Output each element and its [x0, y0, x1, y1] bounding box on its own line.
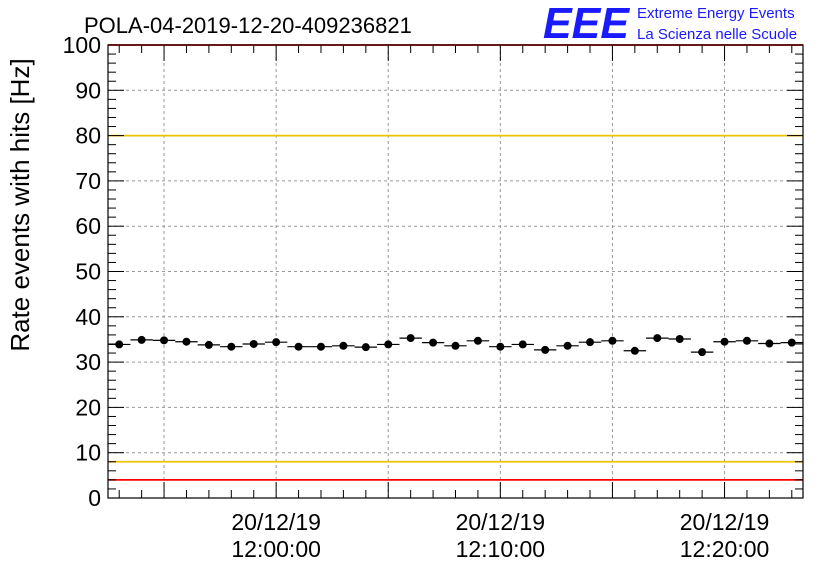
data-point [675, 334, 684, 343]
data-point [316, 342, 325, 351]
data-point [451, 341, 460, 350]
data-point [496, 342, 505, 351]
data-point [406, 334, 415, 343]
data-point [765, 339, 774, 348]
plot-frame [107, 44, 804, 499]
eee-logo: EEE Extreme Energy Events La Scienza nel… [543, 0, 797, 48]
x-tick-label-time: 12:10:00 [456, 536, 546, 562]
data-point [115, 340, 124, 349]
x-tick-label-time: 12:00:00 [231, 536, 321, 562]
y-tick-label: 20 [75, 394, 101, 420]
data-point [249, 339, 258, 348]
x-tick-label-date: 20/12/19 [680, 509, 770, 535]
data-point [182, 337, 191, 346]
data-point [518, 340, 527, 349]
data-point [653, 334, 662, 343]
y-tick-labels: 0 10 20 30 40 50 60 70 80 90 100 [63, 32, 101, 511]
y-tick-label: 10 [75, 440, 101, 466]
data-point [204, 340, 213, 349]
data-point [429, 338, 438, 347]
data-point [586, 338, 595, 347]
x-tick-labels: 20/12/1912:00:0020/12/1912:10:0020/12/19… [231, 509, 769, 562]
data-point [541, 345, 550, 354]
data-point [294, 342, 303, 351]
data-point [384, 340, 393, 349]
x-tick-label-date: 20/12/19 [456, 509, 546, 535]
data-point [160, 336, 169, 345]
data-point [720, 337, 729, 346]
data-point [630, 346, 639, 355]
data-point [608, 336, 617, 345]
data-series [108, 334, 803, 357]
axis-ticks [108, 44, 803, 499]
data-point [272, 338, 281, 347]
data-point [742, 336, 751, 345]
y-tick-label: 70 [75, 168, 101, 194]
data-point [787, 338, 796, 347]
y-tick-label: 40 [75, 304, 101, 330]
y-tick-label: 50 [75, 259, 101, 285]
data-point [698, 348, 707, 357]
y-tick-label: 0 [88, 485, 101, 511]
eee-logo-line1: Extreme Energy Events [637, 5, 795, 22]
x-tick-label-time: 12:20:00 [680, 536, 770, 562]
y-tick-label: 60 [75, 213, 101, 239]
y-tick-label: 80 [75, 123, 101, 149]
x-tick-label-date: 20/12/19 [231, 509, 321, 535]
data-point [339, 341, 348, 350]
y-tick-label: 90 [75, 77, 101, 103]
data-point [563, 341, 572, 350]
chart-title: POLA-04-2019-12-20-409236821 [84, 13, 412, 38]
data-point [137, 335, 146, 344]
y-tick-label: 100 [63, 32, 101, 58]
data-point [227, 342, 236, 351]
y-axis-label: Rate events with hits [Hz] [5, 58, 35, 351]
eee-logo-mark: EEE [543, 0, 631, 48]
eee-logo-line2: La Scienza nelle Scuole [637, 26, 797, 43]
y-tick-label: 30 [75, 349, 101, 375]
data-point [361, 343, 370, 352]
data-point [473, 336, 482, 345]
